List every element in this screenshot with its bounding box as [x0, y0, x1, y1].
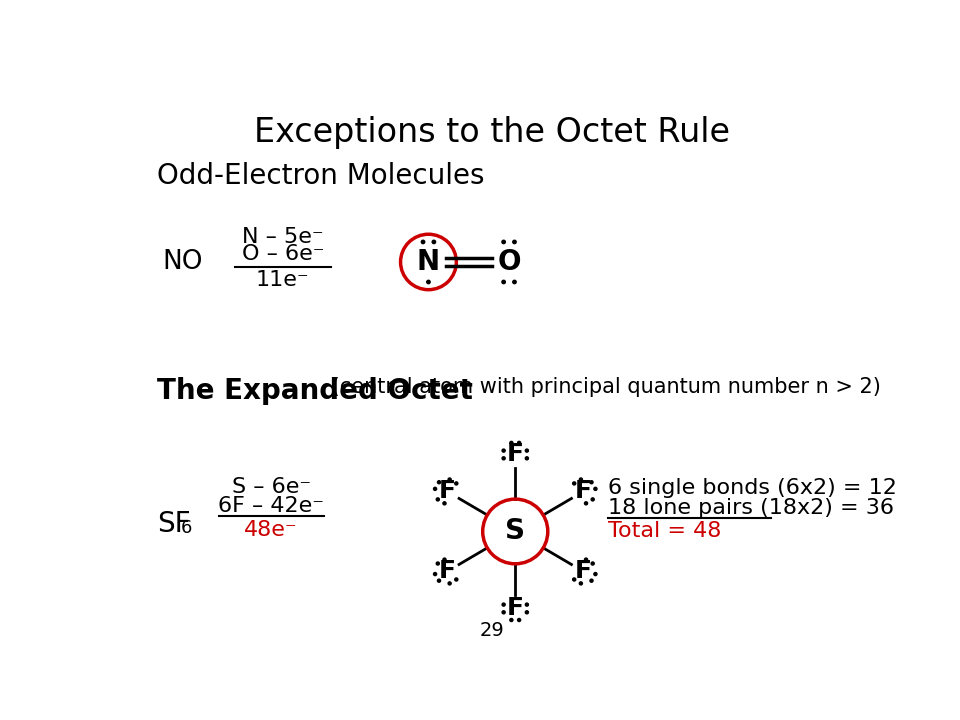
- Circle shape: [517, 441, 520, 444]
- Circle shape: [590, 579, 593, 582]
- Text: Total = 48: Total = 48: [609, 521, 722, 541]
- Text: S – 6e⁻: S – 6e⁻: [231, 477, 311, 497]
- Circle shape: [502, 449, 505, 452]
- Circle shape: [443, 558, 446, 561]
- Text: (central atom with principal quantum number n > 2): (central atom with principal quantum num…: [325, 377, 881, 397]
- Circle shape: [585, 558, 588, 561]
- Circle shape: [525, 611, 528, 614]
- Circle shape: [448, 478, 451, 481]
- Text: 6 single bonds (6x2) = 12: 6 single bonds (6x2) = 12: [609, 478, 898, 498]
- Circle shape: [434, 572, 437, 575]
- Text: N: N: [417, 248, 440, 276]
- Text: S: S: [505, 518, 525, 546]
- Circle shape: [590, 481, 593, 484]
- Text: 48e⁻: 48e⁻: [244, 520, 298, 540]
- Circle shape: [513, 280, 516, 284]
- Circle shape: [591, 498, 594, 501]
- Text: F: F: [507, 596, 524, 621]
- Text: F: F: [439, 480, 456, 503]
- Circle shape: [591, 562, 594, 565]
- Text: O: O: [497, 248, 520, 276]
- Text: 6F – 42e⁻: 6F – 42e⁻: [218, 496, 324, 516]
- Circle shape: [455, 482, 458, 485]
- Circle shape: [585, 502, 588, 505]
- Text: SF: SF: [157, 510, 191, 538]
- Text: F: F: [575, 480, 592, 503]
- Text: F: F: [507, 443, 524, 467]
- Circle shape: [502, 611, 505, 614]
- Text: NO: NO: [162, 249, 204, 275]
- Circle shape: [594, 487, 597, 490]
- Circle shape: [525, 449, 528, 452]
- Circle shape: [513, 240, 516, 243]
- Circle shape: [573, 578, 576, 581]
- Circle shape: [502, 240, 505, 243]
- Circle shape: [594, 572, 597, 575]
- Circle shape: [510, 441, 513, 444]
- Circle shape: [438, 481, 441, 484]
- Circle shape: [427, 280, 430, 284]
- Text: 18 lone pairs (18x2) = 36: 18 lone pairs (18x2) = 36: [609, 498, 895, 518]
- Circle shape: [436, 562, 440, 565]
- Circle shape: [517, 618, 520, 621]
- Circle shape: [443, 502, 446, 505]
- Circle shape: [436, 498, 440, 501]
- Circle shape: [432, 240, 436, 243]
- Text: Exceptions to the Octet Rule: Exceptions to the Octet Rule: [254, 116, 730, 148]
- Text: Odd-Electron Molecules: Odd-Electron Molecules: [157, 162, 485, 190]
- Circle shape: [438, 579, 441, 582]
- Circle shape: [502, 280, 505, 284]
- Text: The Expanded Octet: The Expanded Octet: [157, 377, 473, 405]
- Circle shape: [573, 482, 576, 485]
- Text: F: F: [575, 559, 592, 583]
- Text: N – 5e⁻: N – 5e⁻: [242, 227, 324, 246]
- Circle shape: [579, 478, 583, 481]
- Circle shape: [448, 582, 451, 585]
- Circle shape: [579, 582, 583, 585]
- Text: 11e⁻: 11e⁻: [256, 271, 309, 290]
- Circle shape: [421, 240, 424, 243]
- Text: F: F: [439, 559, 456, 583]
- Circle shape: [455, 578, 458, 581]
- Circle shape: [525, 456, 528, 460]
- Circle shape: [525, 603, 528, 606]
- Circle shape: [502, 603, 505, 606]
- Circle shape: [434, 487, 437, 490]
- Circle shape: [502, 456, 505, 460]
- Text: 29: 29: [480, 621, 504, 639]
- Circle shape: [510, 618, 513, 621]
- Text: 6: 6: [181, 519, 193, 537]
- Text: O – 6e⁻: O – 6e⁻: [242, 244, 324, 264]
